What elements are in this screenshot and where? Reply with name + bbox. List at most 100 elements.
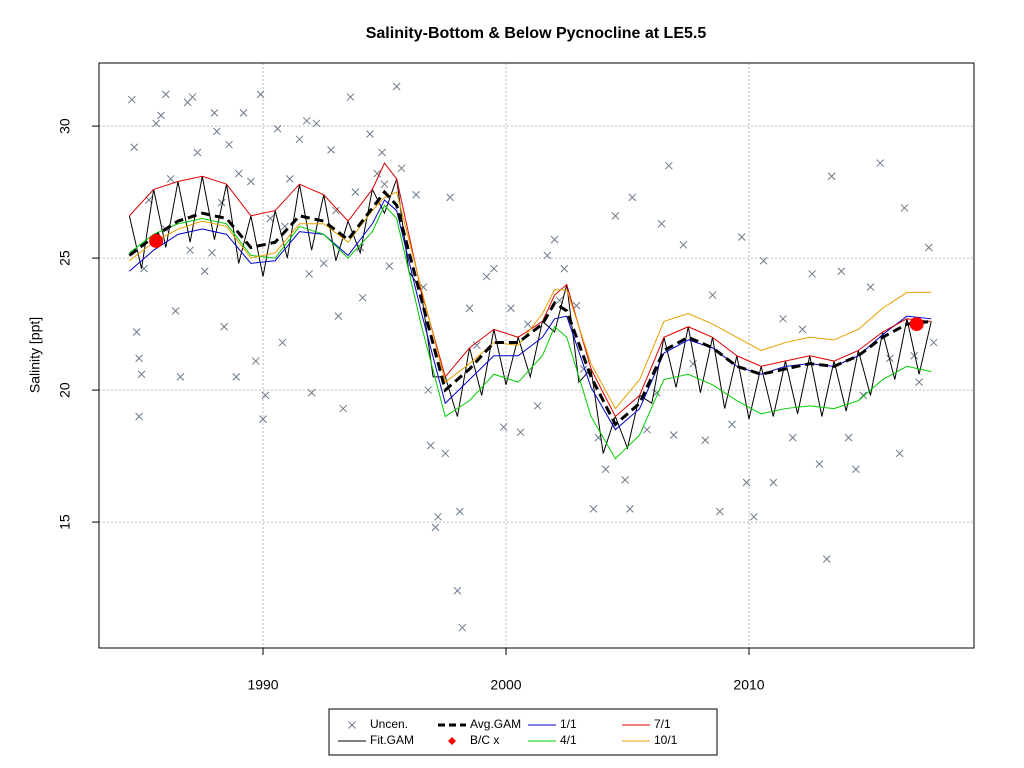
data-point xyxy=(356,243,365,252)
data-point xyxy=(550,235,559,244)
series-line xyxy=(129,191,932,410)
data-point xyxy=(769,478,778,487)
data-point xyxy=(490,264,498,273)
data-point xyxy=(200,267,209,276)
data-point xyxy=(822,555,831,563)
data-point xyxy=(669,431,678,439)
data-point xyxy=(924,243,933,252)
data-point xyxy=(472,341,481,350)
legend-box xyxy=(328,708,718,756)
data-point xyxy=(217,198,226,207)
legend-label: 7/1 xyxy=(654,717,671,731)
data-point xyxy=(453,586,462,595)
data-point xyxy=(251,357,260,365)
data-point xyxy=(837,267,846,276)
data-point xyxy=(259,415,267,423)
data-point xyxy=(152,119,160,128)
data-point xyxy=(664,161,673,170)
data-point xyxy=(339,404,348,413)
data-point xyxy=(385,262,394,270)
series-line xyxy=(128,189,932,427)
legend-symbol xyxy=(448,737,456,745)
data-point xyxy=(166,175,175,183)
legend-label: 1/1 xyxy=(560,717,577,731)
data-point xyxy=(278,338,287,347)
data-point xyxy=(737,233,746,241)
data-point xyxy=(715,507,724,516)
data-point xyxy=(137,370,146,379)
data-point xyxy=(176,373,185,381)
data-point xyxy=(929,338,938,347)
legend-label: 10/1 xyxy=(654,733,678,747)
data-point xyxy=(499,423,508,431)
data-point xyxy=(256,90,265,99)
data-point xyxy=(161,90,170,99)
data-point xyxy=(225,140,233,149)
data-point xyxy=(482,272,491,281)
data-point xyxy=(135,354,143,363)
data-point xyxy=(808,270,817,278)
plot-area xyxy=(99,63,974,648)
data-point xyxy=(212,127,221,136)
data-point xyxy=(285,175,294,183)
data-point xyxy=(132,328,141,336)
data-point xyxy=(844,433,853,442)
data-point xyxy=(210,109,219,117)
x-tick-label: 2000 xyxy=(490,677,521,693)
series-line xyxy=(129,204,932,460)
y-tick-label: 30 xyxy=(57,118,73,134)
data-point xyxy=(232,373,241,381)
data-point xyxy=(266,214,275,223)
data-point xyxy=(516,428,525,437)
data-point xyxy=(701,436,710,445)
data-point xyxy=(455,507,464,516)
data-point xyxy=(305,270,314,278)
y-tick-label: 15 xyxy=(57,514,73,530)
data-point xyxy=(441,449,450,458)
series-line xyxy=(129,199,932,431)
x-tick-label: 1990 xyxy=(247,677,278,693)
data-point xyxy=(295,135,304,144)
data-point xyxy=(312,119,321,128)
data-point xyxy=(628,193,637,202)
data-point xyxy=(543,251,552,260)
data-point xyxy=(866,283,875,291)
series-line xyxy=(128,176,932,454)
data-point xyxy=(424,386,433,394)
data-point xyxy=(188,93,197,101)
legend-label: Fit.GAM xyxy=(370,733,414,747)
data-point xyxy=(261,391,270,400)
data-point xyxy=(708,291,717,299)
data-point xyxy=(412,190,420,199)
data-point xyxy=(208,248,216,257)
data-point xyxy=(234,169,243,178)
data-point xyxy=(742,478,751,487)
data-point xyxy=(273,124,282,133)
data-point xyxy=(798,325,807,334)
legend-label: Uncen. xyxy=(370,717,408,731)
data-point xyxy=(507,304,515,313)
data-point xyxy=(657,219,666,228)
data-point xyxy=(239,109,248,117)
data-point xyxy=(171,307,180,315)
data-point xyxy=(852,465,860,474)
data-point xyxy=(431,523,440,532)
legend-label: Avg.GAM xyxy=(470,717,521,731)
data-point xyxy=(426,441,435,450)
data-point xyxy=(378,148,386,157)
legend-label: B/C x xyxy=(470,733,499,747)
data-point xyxy=(157,111,165,120)
data-point xyxy=(626,505,634,513)
data-point xyxy=(910,351,919,360)
data-point xyxy=(859,391,868,400)
data-point xyxy=(302,116,311,125)
data-point xyxy=(601,465,610,474)
legend-symbol xyxy=(348,721,356,729)
data-point xyxy=(533,402,542,410)
data-point xyxy=(193,148,202,157)
data-point xyxy=(779,314,787,323)
data-point xyxy=(380,180,389,189)
data-point xyxy=(579,365,588,373)
